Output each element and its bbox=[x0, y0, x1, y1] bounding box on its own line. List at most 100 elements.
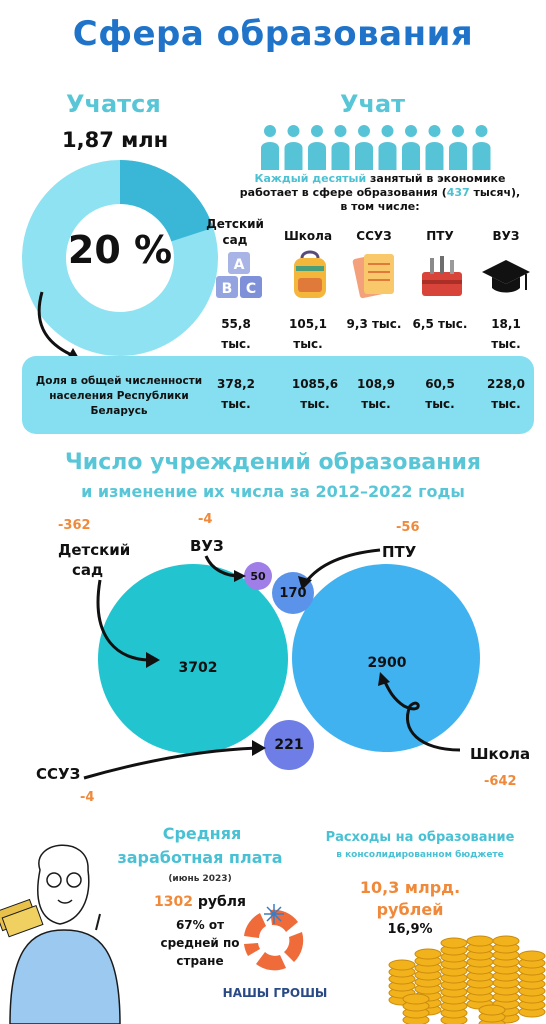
page-title: Сфера образования bbox=[72, 14, 474, 54]
salary-heading-1: Средняя bbox=[162, 824, 242, 843]
person-icon bbox=[287, 125, 300, 137]
count-vocational: 170 bbox=[279, 585, 307, 601]
students-college: 108,9 тыс. bbox=[357, 377, 395, 411]
backpack-icon bbox=[294, 250, 326, 298]
person-icon bbox=[308, 142, 326, 170]
desc-text-2: работает в сфере образования ( bbox=[239, 186, 447, 199]
salary-heading-2: заработная плата bbox=[117, 848, 283, 867]
person-icon bbox=[425, 142, 444, 170]
donut-segment bbox=[119, 160, 214, 243]
students-share-donut bbox=[22, 160, 218, 356]
count-school: 2900 bbox=[367, 655, 407, 671]
arrow-school bbox=[382, 679, 461, 752]
toolbox-icon bbox=[422, 256, 462, 296]
bubble-university: 50 bbox=[244, 562, 272, 590]
coin bbox=[518, 950, 546, 962]
spending-amount-1: 10,3 млрд. bbox=[359, 878, 461, 897]
students-share-bar bbox=[22, 356, 534, 434]
teacher-illustration-icon bbox=[0, 844, 121, 1024]
coins-icon bbox=[388, 935, 546, 1024]
label-kindergarten-1: Детский bbox=[58, 541, 131, 559]
salary-relative-1: 67% от bbox=[175, 918, 225, 932]
person-icon bbox=[472, 142, 491, 170]
coin bbox=[402, 993, 430, 1005]
person-icon bbox=[381, 125, 394, 137]
cat-label-college: ССУЗ bbox=[356, 229, 392, 243]
spending-share: 16,9% bbox=[387, 922, 433, 937]
desc-text-4: в том числе: bbox=[340, 200, 420, 213]
label-school: Школа bbox=[470, 745, 531, 763]
students-kindergarten: 378,2 тыс. bbox=[217, 377, 255, 411]
arrow-vocational bbox=[304, 548, 381, 583]
coin bbox=[440, 937, 468, 949]
desc-number: 437 bbox=[446, 186, 470, 199]
students-school: 1085,6 тыс. bbox=[291, 377, 339, 411]
person-icon bbox=[311, 125, 323, 137]
coin bbox=[478, 1004, 506, 1016]
salary-amount-number: 1302 bbox=[153, 894, 193, 910]
person-icon bbox=[452, 125, 464, 137]
brand-name: НАШЫ ГРОШЫ bbox=[222, 986, 328, 1000]
nashy-groshy-logo-icon bbox=[244, 904, 304, 971]
coin bbox=[388, 959, 416, 971]
person-icon bbox=[331, 142, 350, 170]
bubble-kindergarten: 3702 bbox=[98, 564, 288, 754]
share-label: Доля в общей численности населения Респу… bbox=[35, 375, 203, 417]
change-university: -4 bbox=[198, 512, 213, 527]
arrow-college bbox=[83, 746, 259, 780]
students-percent: 20 % bbox=[67, 228, 173, 272]
abc-blocks-icon: A B C bbox=[216, 252, 262, 298]
svg-text:B: B bbox=[222, 281, 233, 297]
person-icon bbox=[334, 125, 347, 137]
students-vocational: 60,5 тыс. bbox=[425, 377, 455, 411]
graduation-cap-icon bbox=[482, 260, 530, 293]
svg-text:A: A bbox=[234, 257, 245, 273]
person-icon bbox=[475, 125, 488, 137]
person-icon bbox=[405, 125, 417, 137]
cat-label-school: Школа bbox=[283, 229, 333, 243]
person-icon bbox=[264, 125, 276, 137]
change-vocational: -56 bbox=[396, 520, 420, 535]
salary-amount: 1302 рубля bbox=[110, 894, 290, 910]
person-icon bbox=[284, 142, 303, 170]
bubble-college: 221 bbox=[264, 720, 314, 770]
salary-amount-unit: рубля bbox=[192, 894, 246, 910]
salary-relative-2: средней по bbox=[160, 936, 240, 950]
spending-heading-1: Расходы на образование bbox=[325, 830, 515, 845]
institutions-subheading: и изменение их числа за 2012–2022 годы bbox=[81, 482, 465, 501]
person-icon bbox=[355, 142, 373, 170]
students-university: 228,0 тыс. bbox=[487, 377, 525, 411]
staff-kindergarten: 55,8 тыс. bbox=[221, 317, 251, 351]
person-icon bbox=[378, 142, 397, 170]
person-icon bbox=[358, 125, 370, 137]
arrow-kindergarten bbox=[96, 579, 151, 662]
salary-relative: 67% от средней по стране bbox=[110, 916, 290, 970]
label-college: ССУЗ bbox=[36, 765, 81, 783]
salary-period: (июнь 2023) bbox=[168, 874, 232, 884]
students-total: 1,87 млн bbox=[62, 128, 169, 152]
cat-label-kindergarten: Детский сад bbox=[206, 217, 264, 247]
person-icon bbox=[261, 142, 279, 170]
person-icon bbox=[449, 142, 467, 170]
desc-text-3: тысяч), bbox=[469, 186, 521, 199]
teach-heading: Учат bbox=[340, 90, 406, 118]
spending-amount-2: рублей bbox=[376, 900, 444, 919]
person-icon bbox=[402, 142, 420, 170]
learn-heading: Учатся bbox=[66, 90, 161, 118]
staff-university: 18,1 тыс. bbox=[491, 317, 521, 351]
teachers-description: Каждый десятый занятый в экономике работ… bbox=[230, 172, 530, 214]
staff-vocational: 6,5 тыс. bbox=[412, 317, 468, 331]
bubble-school: 2900 bbox=[292, 564, 480, 752]
institutions-heading: Число учреждений образования bbox=[65, 450, 481, 475]
person-icon bbox=[428, 125, 441, 137]
change-school: -642 bbox=[484, 774, 517, 789]
staff-school: 105,1 тыс. bbox=[289, 317, 327, 351]
cat-label-university: ВУЗ bbox=[492, 229, 520, 243]
cat-label-vocational: ПТУ bbox=[426, 229, 454, 243]
salary-relative-3: стране bbox=[176, 954, 224, 968]
notebooks-icon bbox=[352, 253, 394, 299]
desc-text-1: занятый в экономике bbox=[366, 172, 506, 185]
count-college: 221 bbox=[274, 737, 304, 753]
coin bbox=[414, 948, 442, 960]
bubble-arrows bbox=[83, 548, 461, 780]
